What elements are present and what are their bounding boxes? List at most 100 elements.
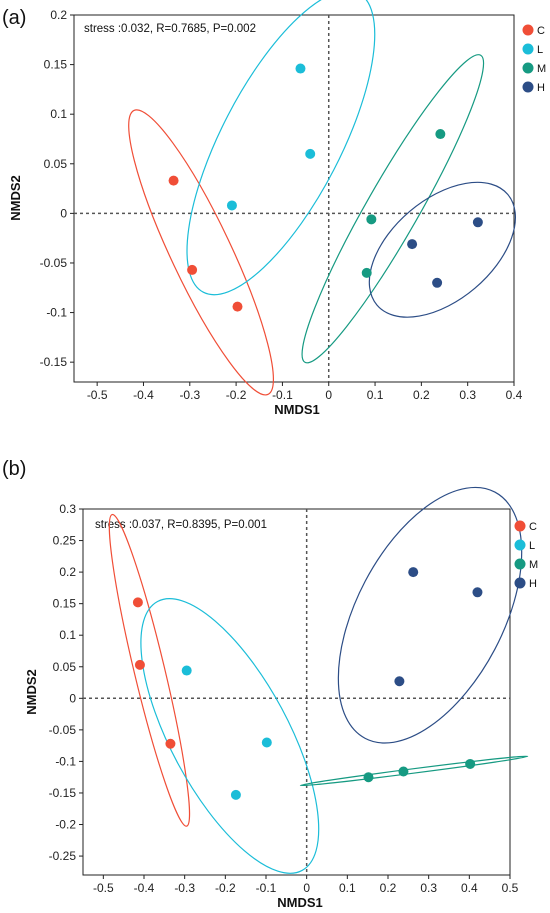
point-h xyxy=(432,277,443,288)
point-m xyxy=(435,129,446,140)
point-c xyxy=(134,659,145,670)
point-l xyxy=(261,737,272,748)
panel-a-ellipses xyxy=(128,0,516,396)
panel-a-x-tick-labels: -0.5 -0.4 -0.3 -0.2 -0.1 0 0.1 0.2 0.3 0.4 xyxy=(87,388,523,402)
x-tick-label: 0.2 xyxy=(380,881,397,895)
legend-label-c: C xyxy=(529,521,537,533)
y-tick-label: -0.05 xyxy=(40,256,68,270)
point-l xyxy=(181,665,192,676)
x-tick-label: 0.1 xyxy=(367,388,384,402)
point-l xyxy=(230,789,241,800)
panel-b-reference-lines xyxy=(83,509,510,875)
y-tick-label: -0.1 xyxy=(46,306,67,320)
panel-a-frame xyxy=(73,14,515,383)
point-m xyxy=(363,772,374,783)
point-m xyxy=(361,267,372,278)
legend-marker-l xyxy=(522,43,534,55)
y-tick-label: 0.1 xyxy=(59,628,76,642)
x-tick-label: 0.2 xyxy=(413,388,430,402)
panel-b-ticks xyxy=(79,508,511,879)
x-tick-label: -0.3 xyxy=(174,881,195,895)
y-tick-label: -0.1 xyxy=(55,754,76,768)
panel-b-x-axis-title: NMDS1 xyxy=(277,895,323,910)
x-tick-label: 0.5 xyxy=(502,881,519,895)
y-tick-label: 0.2 xyxy=(59,565,76,579)
point-c xyxy=(187,264,198,275)
y-tick-label: -0.15 xyxy=(40,355,68,369)
x-tick-label: -0.3 xyxy=(179,388,200,402)
x-tick-label: -0.5 xyxy=(93,881,114,895)
panel-b-x-tick-labels: -0.5 -0.4 -0.3 -0.2 -0.1 0 0.1 0.2 0.3 0.4 0.5 xyxy=(93,881,519,895)
point-h xyxy=(394,676,405,687)
x-tick-label: -0.2 xyxy=(215,881,236,895)
legend-marker-h xyxy=(522,81,534,93)
panel-a-stats: stress :0.032, R=0.7685, P=0.002 xyxy=(84,23,256,35)
legend-marker-c xyxy=(522,24,534,36)
panel-a-reference-lines xyxy=(74,15,514,382)
y-tick-label: -0.05 xyxy=(49,723,77,737)
legend-label-h: H xyxy=(537,82,545,94)
panel-a-x-axis-title: NMDS1 xyxy=(274,402,320,417)
legend-marker-m xyxy=(522,62,534,74)
panel-b-points xyxy=(132,567,483,800)
point-l xyxy=(305,148,316,159)
legend-marker-m xyxy=(514,558,526,570)
point-m xyxy=(366,214,377,225)
x-tick-label: 0.3 xyxy=(459,388,476,402)
point-h xyxy=(472,217,483,228)
point-c xyxy=(165,738,176,749)
x-tick-label: -0.4 xyxy=(134,881,155,895)
confidence-ellipse-l xyxy=(186,0,376,296)
point-h xyxy=(408,567,419,578)
legend-marker-h xyxy=(514,577,526,589)
point-h xyxy=(472,587,483,598)
panel-b-y-tick-labels: -0.25 -0.2 -0.15 -0.1 -0.05 0 0.05 0.1 0.15 0.2 0.… xyxy=(49,502,77,863)
x-tick-label: -0.1 xyxy=(256,881,277,895)
point-c xyxy=(168,175,179,186)
legend-label-m: M xyxy=(529,559,538,571)
point-m xyxy=(398,766,409,777)
y-tick-label: 0 xyxy=(60,206,67,220)
panel-a-y-tick-labels: -0.15 -0.1 -0.05 0 0.05 0.1 0.15 0.2 xyxy=(40,8,68,369)
confidence-ellipse-l xyxy=(140,598,320,874)
legend-label-h: H xyxy=(529,578,537,590)
confidence-ellipse-h xyxy=(337,486,523,744)
panel-b-frame xyxy=(82,508,511,876)
x-tick-label: 0 xyxy=(303,881,310,895)
point-c xyxy=(132,597,143,608)
panel-a-y-axis-title: NMDS2 xyxy=(8,175,23,221)
y-tick-label: 0.3 xyxy=(59,502,76,516)
x-tick-label: 0.3 xyxy=(420,881,437,895)
point-l xyxy=(295,63,306,74)
x-tick-label: -0.4 xyxy=(133,388,154,402)
x-tick-label: 0 xyxy=(325,388,332,402)
panel-a-ticks xyxy=(70,14,515,386)
panel-b-y-axis-title: NMDS2 xyxy=(24,669,39,715)
panel-b-stats: stress :0.037, R=0.8395, P=0.001 xyxy=(95,519,267,531)
y-tick-label: -0.2 xyxy=(55,818,76,832)
legend-marker-c xyxy=(514,520,526,532)
y-tick-label: 0 xyxy=(69,691,76,705)
y-tick-label: 0.15 xyxy=(44,58,68,72)
point-l xyxy=(226,200,237,211)
point-m xyxy=(465,758,476,769)
point-c xyxy=(232,301,243,312)
legend-label-m: M xyxy=(537,63,546,75)
x-tick-label: 0.1 xyxy=(339,881,356,895)
y-tick-label: 0.15 xyxy=(53,597,77,611)
point-h xyxy=(407,239,418,250)
y-tick-label: 0.2 xyxy=(50,8,67,22)
y-tick-label: 0.1 xyxy=(50,107,67,121)
y-tick-label: -0.25 xyxy=(49,849,77,863)
legend-label-l: L xyxy=(529,540,535,552)
confidence-ellipse-c xyxy=(128,109,275,396)
x-tick-label: 0.4 xyxy=(506,388,523,402)
y-tick-label: 0.25 xyxy=(53,534,77,548)
confidence-ellipse-c xyxy=(108,513,191,827)
x-tick-label: 0.4 xyxy=(461,881,478,895)
y-tick-label: 0.05 xyxy=(53,660,77,674)
confidence-ellipse-m xyxy=(301,54,485,364)
panel-b-label: (b) xyxy=(2,458,26,480)
